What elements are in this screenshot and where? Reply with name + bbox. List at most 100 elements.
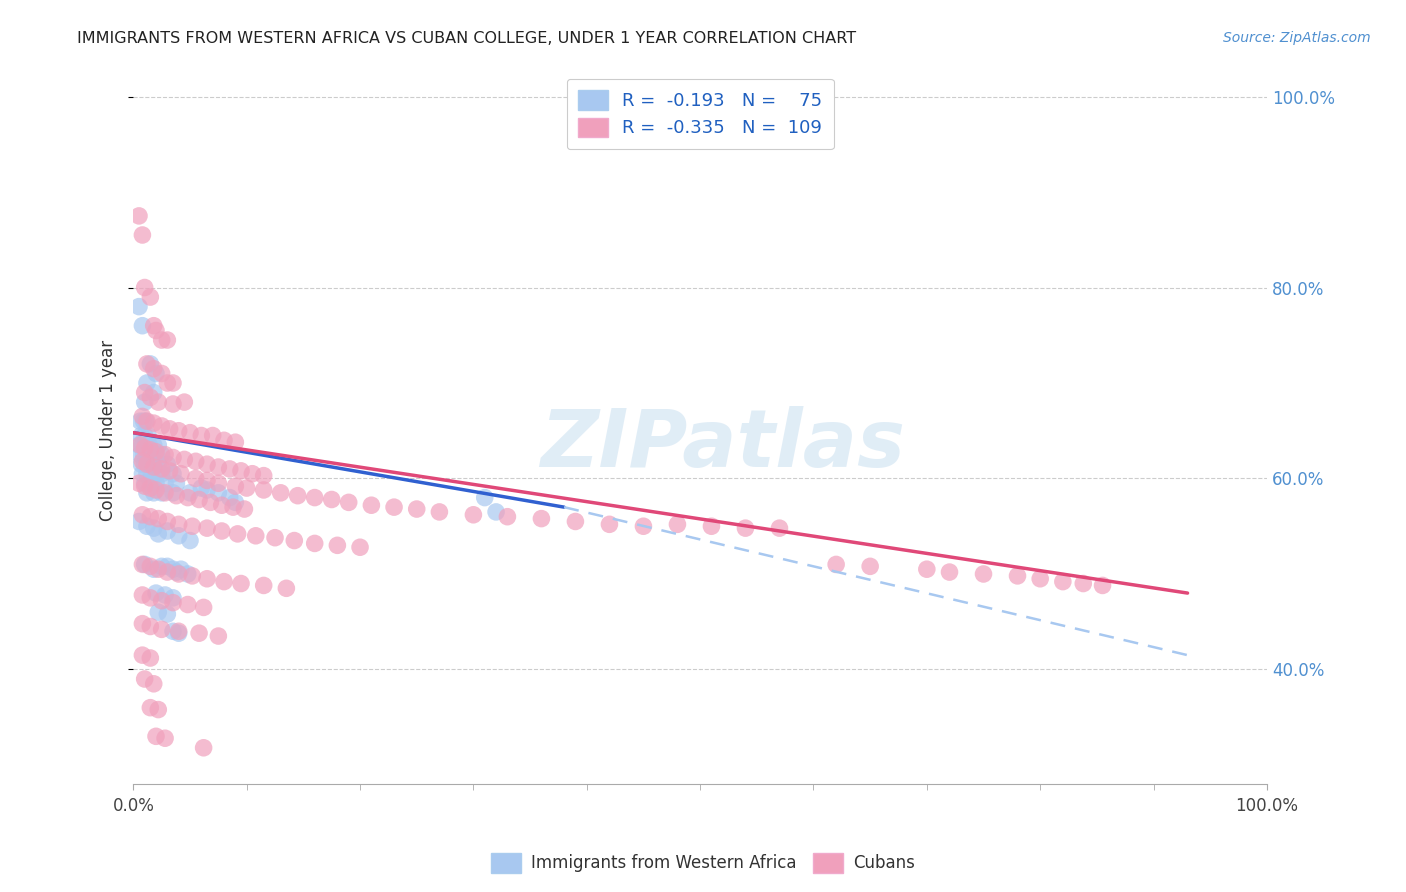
Point <box>131 467 153 481</box>
Point <box>233 502 256 516</box>
Point <box>128 300 150 314</box>
Point <box>148 438 170 452</box>
Point <box>229 576 252 591</box>
Point <box>184 454 207 468</box>
Point <box>177 598 200 612</box>
Point <box>156 457 179 471</box>
Point <box>564 515 586 529</box>
Point <box>132 414 155 428</box>
Point <box>179 485 201 500</box>
Point <box>165 489 187 503</box>
Point <box>148 527 170 541</box>
Point <box>170 562 193 576</box>
Point <box>276 582 298 596</box>
Point <box>156 607 179 621</box>
Point <box>162 397 184 411</box>
Point <box>148 702 170 716</box>
Point <box>181 519 204 533</box>
Point <box>337 495 360 509</box>
Point <box>222 500 245 515</box>
Point <box>128 209 150 223</box>
Point <box>150 623 173 637</box>
Point <box>224 479 246 493</box>
Point <box>304 536 326 550</box>
Point <box>145 729 167 743</box>
Legend: R =  -0.193   N =    75, R =  -0.335   N =  109: R = -0.193 N = 75, R = -0.335 N = 109 <box>567 78 834 149</box>
Point <box>287 489 309 503</box>
Point <box>142 416 165 430</box>
Point <box>179 533 201 548</box>
Point <box>131 616 153 631</box>
Point <box>283 533 305 548</box>
Point <box>141 467 163 481</box>
Point <box>207 629 229 643</box>
Point <box>153 588 176 602</box>
Point <box>768 521 790 535</box>
Point <box>253 483 276 497</box>
Point <box>859 559 882 574</box>
Point <box>211 498 233 512</box>
Point <box>148 395 170 409</box>
Point <box>193 740 215 755</box>
Point <box>167 626 190 640</box>
Point <box>139 476 162 491</box>
Point <box>1029 572 1052 586</box>
Point <box>138 438 160 452</box>
Point <box>153 485 176 500</box>
Point <box>142 438 165 452</box>
Point <box>131 454 153 468</box>
Point <box>131 558 153 572</box>
Point <box>195 521 218 535</box>
Point <box>136 414 159 428</box>
Point <box>207 460 229 475</box>
Text: ZIPatlas: ZIPatlas <box>540 406 905 483</box>
Point <box>162 376 184 390</box>
Point <box>207 485 229 500</box>
Point <box>131 508 153 522</box>
Point <box>139 390 162 404</box>
Point <box>1007 569 1029 583</box>
Point <box>139 619 162 633</box>
Point <box>136 357 159 371</box>
Point <box>229 464 252 478</box>
Point <box>139 481 162 495</box>
Point <box>150 367 173 381</box>
Point <box>142 457 165 471</box>
Point <box>142 385 165 400</box>
Point <box>139 559 162 574</box>
Point <box>218 462 240 476</box>
Point <box>128 515 150 529</box>
Point <box>150 593 173 607</box>
Point <box>156 515 179 529</box>
Point <box>195 483 218 497</box>
Point <box>474 491 496 505</box>
Point <box>150 467 173 481</box>
Point <box>165 476 187 491</box>
Point <box>129 414 152 428</box>
Point <box>463 508 485 522</box>
Point <box>188 626 211 640</box>
Point <box>235 481 257 495</box>
Point <box>167 529 190 543</box>
Point <box>134 476 156 491</box>
Point <box>162 562 184 576</box>
Point <box>1052 574 1074 589</box>
Point <box>139 357 162 371</box>
Point <box>145 467 167 481</box>
Point <box>253 578 276 592</box>
Point <box>134 441 156 455</box>
Point <box>156 333 179 347</box>
Point <box>129 448 152 462</box>
Text: IMMIGRANTS FROM WESTERN AFRICA VS CUBAN COLLEGE, UNDER 1 YEAR CORRELATION CHART: IMMIGRANTS FROM WESTERN AFRICA VS CUBAN … <box>77 31 856 46</box>
Point <box>136 428 159 442</box>
Point <box>195 572 218 586</box>
Point <box>195 457 218 471</box>
Point <box>304 491 326 505</box>
Point <box>226 527 249 541</box>
Point <box>135 414 157 428</box>
Point <box>134 385 156 400</box>
Point <box>162 591 184 605</box>
Point <box>142 361 165 376</box>
Point <box>734 521 756 535</box>
Point <box>129 428 152 442</box>
